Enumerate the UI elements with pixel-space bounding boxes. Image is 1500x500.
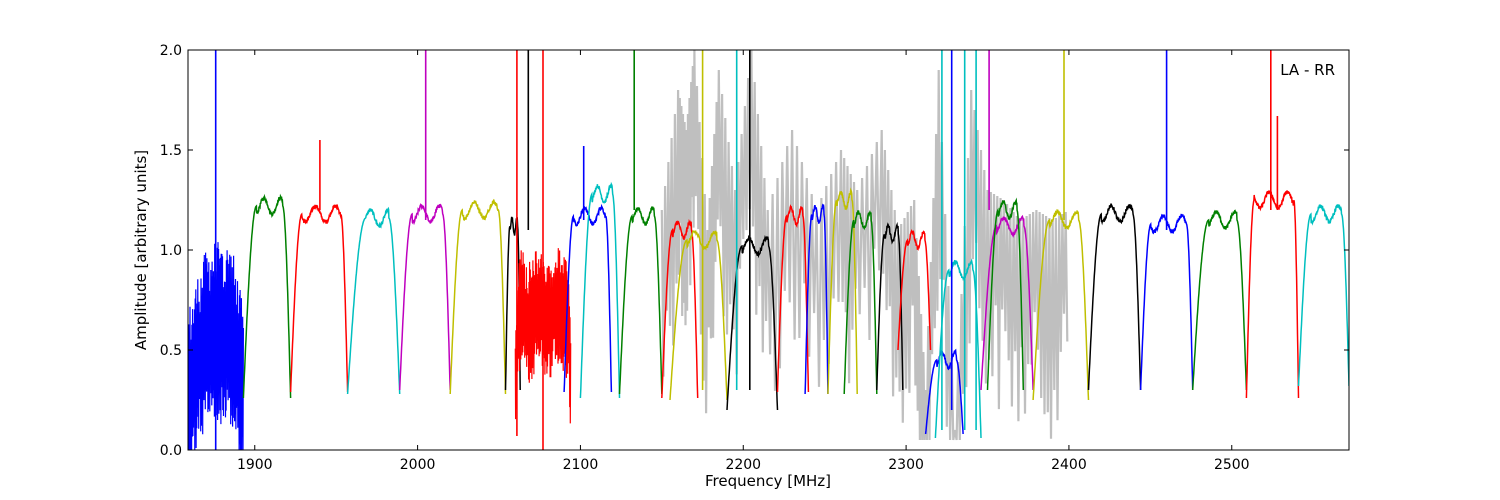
band-line-25: [1087, 203, 1142, 391]
band-line-19: [897, 229, 932, 351]
band-line-14: [776, 204, 810, 393]
band-line-5: [449, 198, 507, 395]
band-line-8: [563, 203, 613, 393]
band-line-2: [289, 203, 349, 393]
band-line-3: [346, 206, 401, 395]
x-axis-ticks: 1900 2000 2100 2200 2300 2400 2500: [237, 50, 1250, 473]
background-series-layer: [660, 50, 1069, 441]
y-tick-label: 1.5: [160, 143, 182, 159]
band-line-21: [934, 258, 982, 439]
background-series-line-0: [660, 50, 1069, 441]
band-line-24: [1032, 208, 1090, 401]
band-line-18: [876, 221, 904, 391]
band-line-9: [579, 181, 621, 399]
x-tick-label: 2300: [888, 457, 924, 473]
spike-layer: [214, 50, 1279, 450]
band-line-27: [1191, 209, 1248, 391]
band-line-20: [924, 348, 964, 435]
y-tick-label: 1.0: [160, 243, 182, 259]
band-line-17: [843, 209, 878, 395]
band-line-15: [804, 203, 829, 395]
band-line-11: [661, 218, 699, 399]
band-line-29: [1297, 204, 1349, 387]
y-axis-ticks: 0.0 0.5 1.0 1.5 2.0: [160, 43, 1349, 459]
y-axis-label: Amplitude [arbitrary units]: [132, 150, 150, 350]
band-line-12: [669, 229, 728, 401]
x-axis-label: Frequency [MHz]: [705, 472, 831, 490]
x-tick-label: 2400: [1051, 457, 1087, 473]
band-line-10: [618, 206, 663, 395]
chart-annotation: LA - RR: [1280, 61, 1335, 79]
x-tick-label: 2100: [563, 457, 599, 473]
band-line-22: [980, 214, 1034, 391]
band-line-23: [986, 197, 1025, 391]
band-line-13: [726, 234, 779, 411]
band-series-layer: [188, 181, 1349, 450]
x-tick-label: 2000: [400, 457, 436, 473]
x-tick-label: 1900: [237, 457, 273, 473]
x-tick-label: 2500: [1214, 457, 1250, 473]
band-line-6: [504, 216, 521, 391]
band-line-26: [1139, 213, 1194, 391]
y-tick-label: 0.0: [160, 443, 182, 459]
band-line-28: [1245, 189, 1300, 399]
x-tick-label: 2200: [725, 457, 761, 473]
band-line-1: [242, 193, 292, 399]
y-tick-label: 2.0: [160, 43, 182, 59]
band-line-4: [398, 202, 451, 391]
band-line-16: [827, 187, 858, 395]
y-tick-label: 0.5: [160, 343, 182, 359]
